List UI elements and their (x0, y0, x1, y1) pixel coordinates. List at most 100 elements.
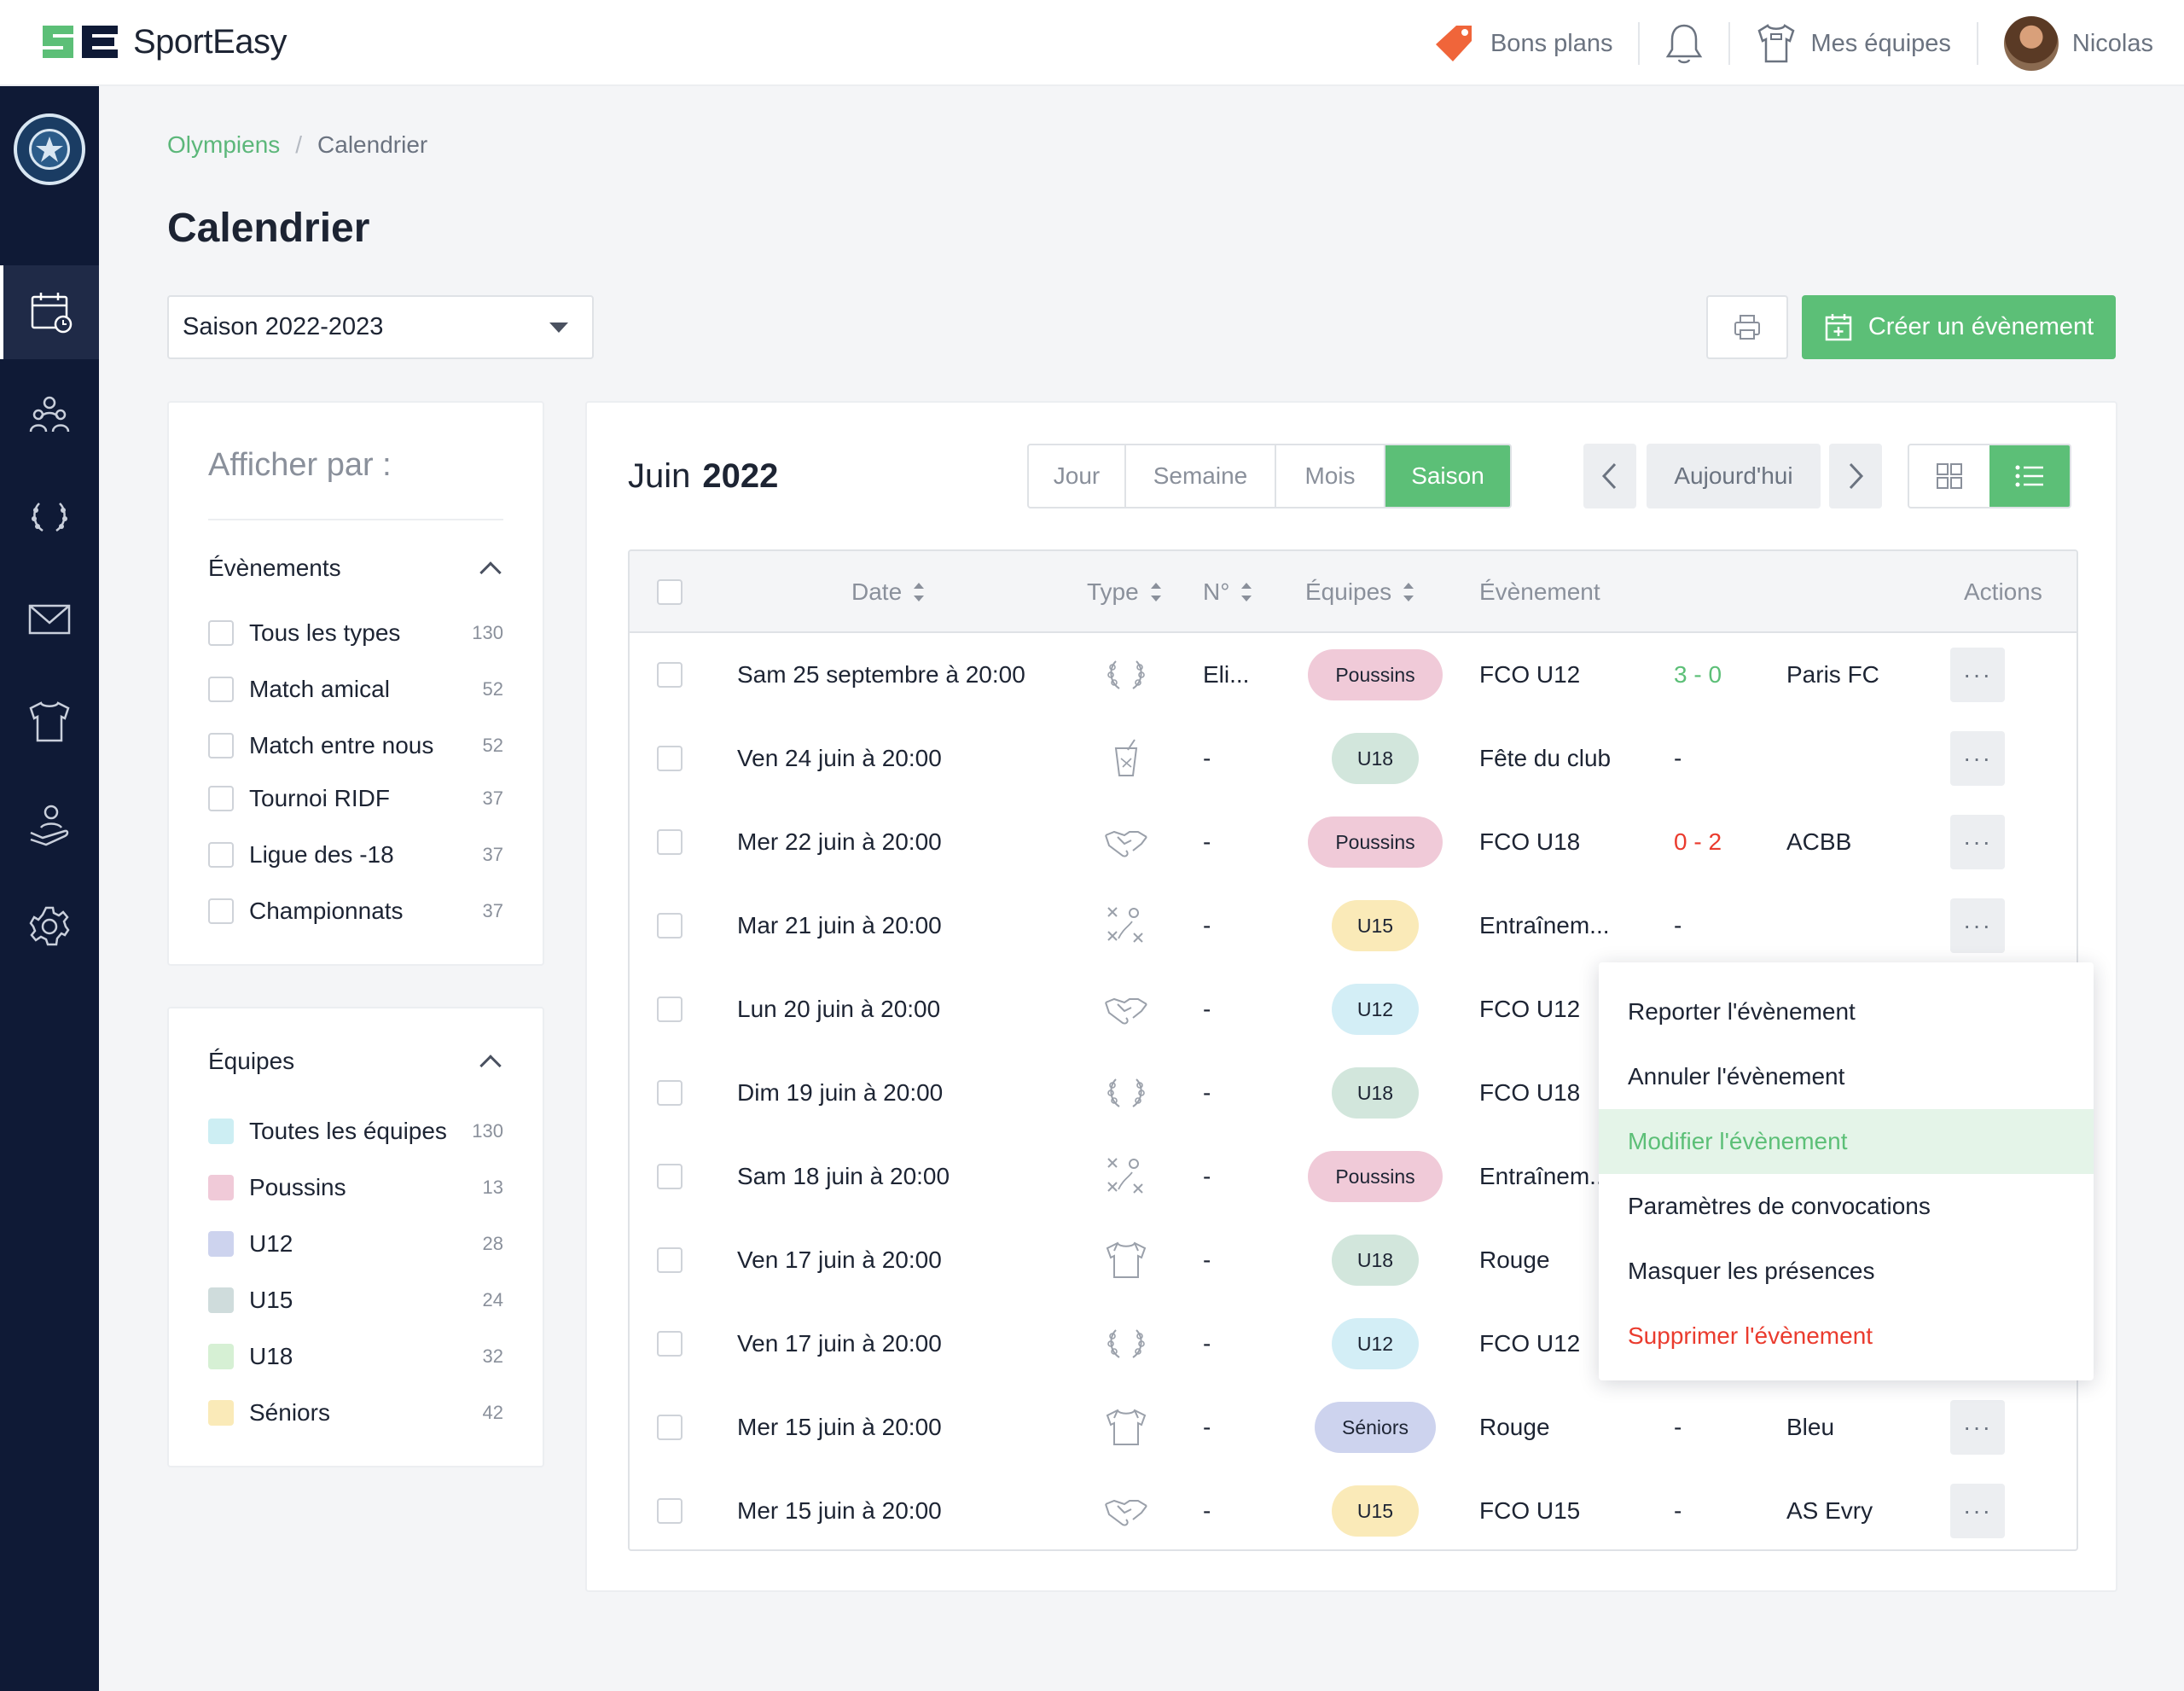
checkbox[interactable] (208, 620, 234, 646)
view-month-button[interactable]: Mois (1276, 445, 1385, 507)
print-button[interactable] (1706, 295, 1788, 359)
my-teams-link[interactable]: Mes équipes (1730, 15, 1976, 72)
create-event-button[interactable]: Créer un évènement (1802, 295, 2116, 359)
list-view-button[interactable] (1989, 445, 2070, 507)
event-type-filter[interactable]: Match entre nous 52 (208, 729, 503, 763)
row-checkbox[interactable] (657, 1386, 682, 1469)
row-checkbox[interactable] (657, 884, 682, 968)
event-name[interactable]: FCO U18 (1479, 1079, 1581, 1106)
grid-view-button[interactable] (1909, 445, 1989, 507)
column-number-header[interactable]: N° (1203, 551, 1252, 633)
checkbox[interactable] (208, 786, 234, 811)
team-swatch[interactable] (208, 1231, 234, 1257)
team-swatch[interactable] (208, 1287, 234, 1313)
event-name[interactable]: FCO U18 (1479, 828, 1581, 855)
checkbox[interactable] (657, 1331, 682, 1357)
menu-item-edit[interactable]: Modifier l'évènement (1599, 1109, 2094, 1174)
club-badge[interactable] (14, 113, 85, 185)
event-name[interactable]: Rouge (1479, 1246, 1550, 1273)
row-checkbox[interactable] (657, 1469, 682, 1549)
event-name[interactable]: Entraînem... (1479, 1163, 1610, 1189)
sidebar-item-sponsors[interactable] (0, 777, 99, 871)
checkbox[interactable] (657, 662, 682, 688)
column-date-header[interactable]: Date (851, 551, 925, 633)
team-filter[interactable]: U12 28 (208, 1227, 503, 1261)
sporteasy-logo[interactable]: SportEasy (39, 20, 288, 63)
teams-section-toggle[interactable]: Équipes (208, 1048, 503, 1077)
more-options-button[interactable]: ··· (1950, 1484, 2005, 1538)
view-season-button[interactable]: Saison (1385, 445, 1510, 507)
event-name[interactable]: Rouge (1479, 1414, 1550, 1440)
next-button[interactable] (1829, 444, 1882, 508)
event-type-filter[interactable]: Championnats 37 (208, 894, 503, 928)
menu-item-hide-attendance[interactable]: Masquer les présences (1628, 1258, 1875, 1284)
event-type-filter[interactable]: Match amical 52 (208, 672, 503, 706)
checkbox[interactable] (208, 677, 234, 702)
event-name[interactable]: FCO U12 (1479, 996, 1581, 1022)
event-name[interactable]: Entraînem... (1479, 912, 1610, 938)
sidebar-item-settings[interactable] (0, 880, 99, 973)
sidebar-item-members[interactable] (0, 368, 99, 462)
menu-item-delete[interactable]: Supprimer l'évènement (1628, 1322, 1873, 1349)
notifications-button[interactable] (1640, 15, 1728, 72)
column-type-header[interactable]: Type (1087, 551, 1161, 633)
deals-link[interactable]: Bons plans (1409, 15, 1639, 72)
event-name[interactable]: FCO U12 (1479, 1330, 1581, 1357)
sidebar-item-competitions[interactable] (0, 470, 99, 564)
row-checkbox[interactable] (657, 1302, 682, 1386)
sidebar-item-teams[interactable] (0, 675, 99, 769)
sidebar-item-calendar[interactable] (0, 265, 99, 359)
more-options-button[interactable]: ··· (1950, 1400, 2005, 1455)
checkbox[interactable] (657, 1080, 682, 1106)
event-type-filter[interactable]: Tournoi RIDF 37 (208, 782, 503, 816)
event-name[interactable]: FCO U15 (1479, 1497, 1581, 1524)
table-row[interactable]: Ven 24 juin à 20:00 - U18 Fête du club - ··· (630, 717, 2077, 800)
table-row[interactable]: Mer 15 juin à 20:00 - U15 FCO U15 - AS Evry ··… (630, 1469, 2077, 1549)
checkbox[interactable] (657, 1247, 682, 1273)
checkbox[interactable] (208, 842, 234, 868)
checkbox[interactable] (208, 733, 234, 758)
checkbox[interactable] (657, 1498, 682, 1524)
season-select[interactable]: Saison 2022-2023 (167, 295, 594, 359)
event-name[interactable]: Fête du club (1479, 745, 1612, 771)
select-all-checkbox[interactable] (657, 551, 682, 633)
events-section-toggle[interactable]: Évènements (208, 555, 503, 584)
team-swatch[interactable] (208, 1175, 234, 1200)
team-filter[interactable]: Toutes les équipes 130 (208, 1114, 503, 1148)
table-row[interactable]: Sam 18 juin à 20:00 - Poussins Entraînem...… (630, 1135, 2077, 1218)
team-filter[interactable]: Séniors 42 (208, 1396, 503, 1430)
team-swatch[interactable] (208, 1119, 234, 1144)
sidebar-item-messages[interactable] (0, 572, 99, 666)
row-checkbox[interactable] (657, 1218, 682, 1302)
breadcrumb-club-link[interactable]: Olympiens (167, 131, 281, 158)
menu-item-cancel[interactable]: Annuler l'évènement (1628, 1063, 1845, 1090)
checkbox[interactable] (657, 1415, 682, 1440)
event-name[interactable]: FCO U12 (1479, 661, 1581, 688)
more-options-button[interactable]: ··· (1950, 731, 2005, 786)
row-checkbox[interactable] (657, 800, 682, 884)
row-checkbox[interactable] (657, 717, 682, 800)
menu-item-postpone[interactable]: Reporter l'évènement (1628, 998, 1856, 1025)
checkbox[interactable] (657, 997, 682, 1022)
more-options-button[interactable]: ··· (1950, 815, 2005, 869)
team-filter[interactable]: U18 32 (208, 1339, 503, 1374)
team-filter[interactable]: Poussins 13 (208, 1171, 503, 1205)
checkbox[interactable] (657, 746, 682, 771)
event-type-filter[interactable]: Ligue des -18 37 (208, 838, 503, 872)
checkbox[interactable] (208, 898, 234, 924)
checkbox[interactable] (657, 829, 682, 855)
previous-button[interactable] (1583, 444, 1636, 508)
team-swatch[interactable] (208, 1400, 234, 1426)
table-row[interactable]: Mar 21 juin à 20:00 - U15 Entraînem... - ··· (630, 884, 2077, 968)
user-menu[interactable]: Nicolas (1978, 15, 2153, 72)
event-type-filter[interactable]: Tous les types 130 (208, 616, 503, 650)
row-checkbox[interactable] (657, 968, 682, 1051)
today-button[interactable]: Aujourd'hui (1647, 444, 1821, 508)
table-row[interactable]: Sam 25 septembre à 20:00 Eli... Poussins FC… (630, 633, 2077, 717)
row-checkbox[interactable] (657, 633, 682, 717)
column-teams-header[interactable]: Équipes (1305, 551, 1414, 633)
view-week-button[interactable]: Semaine (1126, 445, 1276, 507)
more-options-button[interactable]: ··· (1950, 648, 2005, 702)
menu-item-convocation-settings[interactable]: Paramètres de convocations (1628, 1193, 1931, 1219)
table-row[interactable]: Mer 22 juin à 20:00 - Poussins FCO U18 0 - 2… (630, 800, 2077, 884)
